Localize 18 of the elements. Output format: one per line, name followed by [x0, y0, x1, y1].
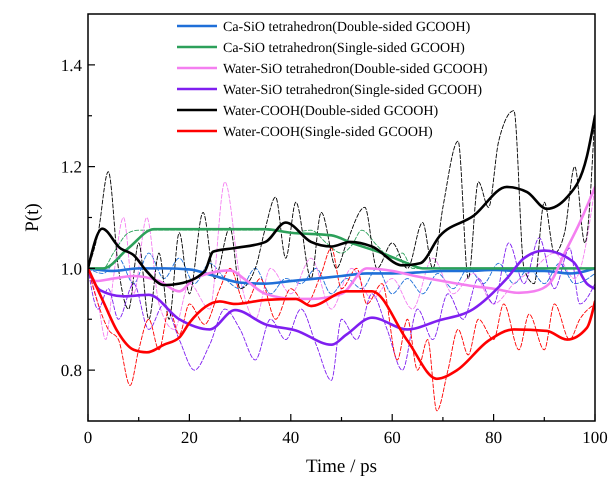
x-tick-label: 100 — [582, 428, 608, 447]
x-tick-label: 80 — [485, 428, 502, 447]
legend-label: Water-COOH(Double-sided GCOOH) — [223, 104, 438, 119]
legend-label: Water-SiO tetrahedron(Single-sided GCOOH) — [223, 82, 482, 98]
x-axis-title: Time / ps — [306, 456, 378, 477]
y-axis-title: P(t) — [22, 203, 43, 232]
legend-label: Ca-SiO tetrahedron(Double-sided GCOOH) — [223, 20, 471, 35]
x-tick-label: 40 — [282, 428, 300, 447]
x-tick-label: 60 — [384, 428, 401, 447]
y-tick-label: 0.8 — [60, 361, 82, 380]
legend-label: Water-SiO tetrahedron(Double-sided GCOOH) — [223, 62, 488, 77]
y-tick-label: 1.2 — [60, 158, 82, 177]
x-tick-label: 0 — [84, 428, 92, 447]
y-tick-label: 1.4 — [60, 56, 82, 75]
legend-label: Ca-SiO tetrahedron(Single-sided GCOOH) — [223, 40, 466, 56]
x-tick-label: 20 — [180, 428, 198, 447]
y-tick-label: 1.0 — [60, 259, 82, 278]
legend-label: Water-COOH(Single-sided GCOOH) — [223, 124, 434, 140]
